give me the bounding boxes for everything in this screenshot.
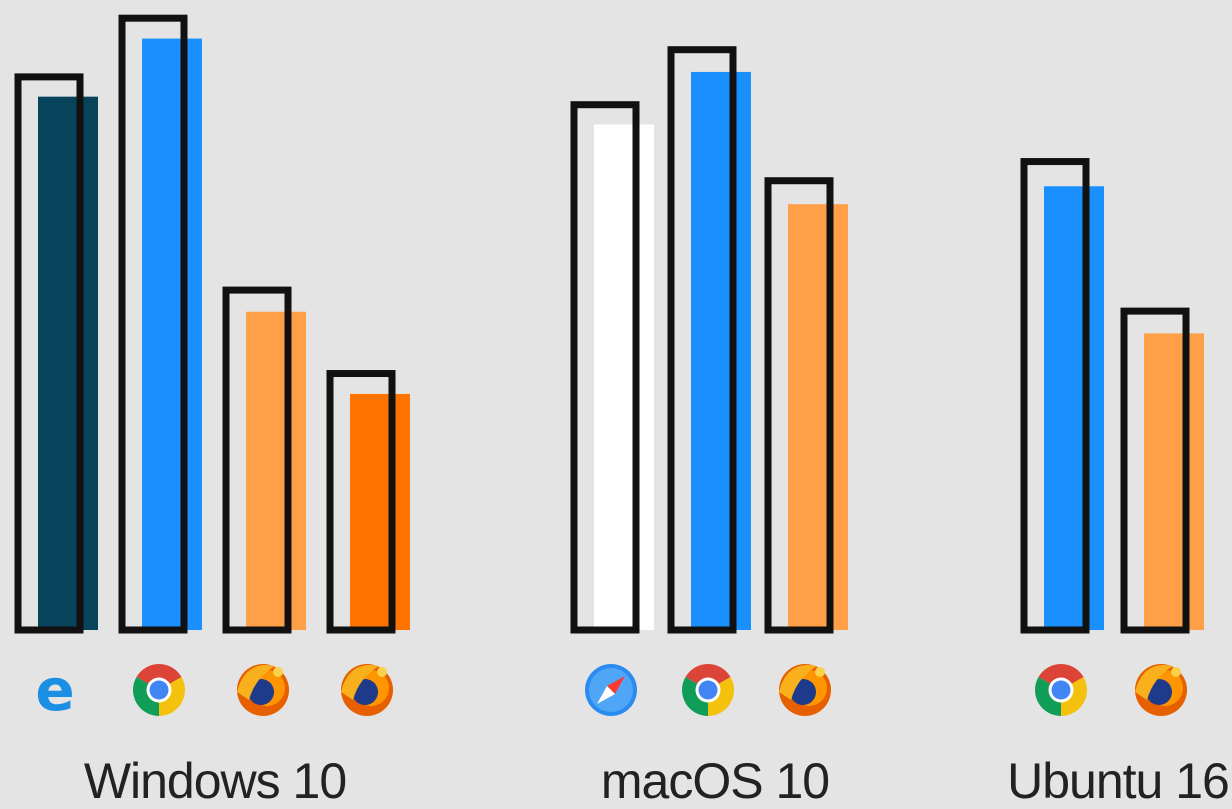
bar-outline <box>118 14 188 634</box>
svg-text:e: e <box>35 656 74 724</box>
edge-icon: e <box>35 656 74 724</box>
bar-outline <box>222 286 292 634</box>
safari-icon <box>585 664 637 716</box>
firefox-icon <box>1135 664 1187 716</box>
bar-fill <box>788 204 848 630</box>
bar-outline <box>570 101 640 634</box>
bar-outline <box>14 73 84 634</box>
firefox-icon <box>779 664 831 716</box>
bar-fill <box>350 393 410 630</box>
bar-fill <box>1044 186 1104 630</box>
chrome-icon <box>133 664 185 716</box>
group-label-windows: Windows 10 <box>84 753 346 809</box>
bar-fill <box>594 124 654 630</box>
firefox-icon <box>237 664 289 716</box>
bar-outline <box>1020 158 1090 634</box>
browser-icons: e <box>35 656 1187 724</box>
chrome-icon <box>682 664 735 716</box>
group-labels: Windows 10 macOS 10 Ubuntu 16 <box>84 753 1230 809</box>
bar-fill <box>38 96 98 630</box>
bars-layer <box>14 14 1204 634</box>
chrome-icon <box>1035 664 1087 716</box>
bar-fill <box>1144 333 1204 630</box>
bar-outline <box>764 177 834 634</box>
bar-fill <box>246 311 306 630</box>
bar-outline <box>326 370 396 634</box>
group-label-macos: macOS 10 <box>601 753 829 809</box>
bar-outline <box>1120 307 1190 634</box>
bar-fill <box>691 71 751 631</box>
firefox-icon <box>341 664 393 716</box>
bar-fill <box>142 38 202 631</box>
group-label-ubuntu: Ubuntu 16 <box>1007 753 1229 809</box>
bar-outline <box>667 46 737 634</box>
